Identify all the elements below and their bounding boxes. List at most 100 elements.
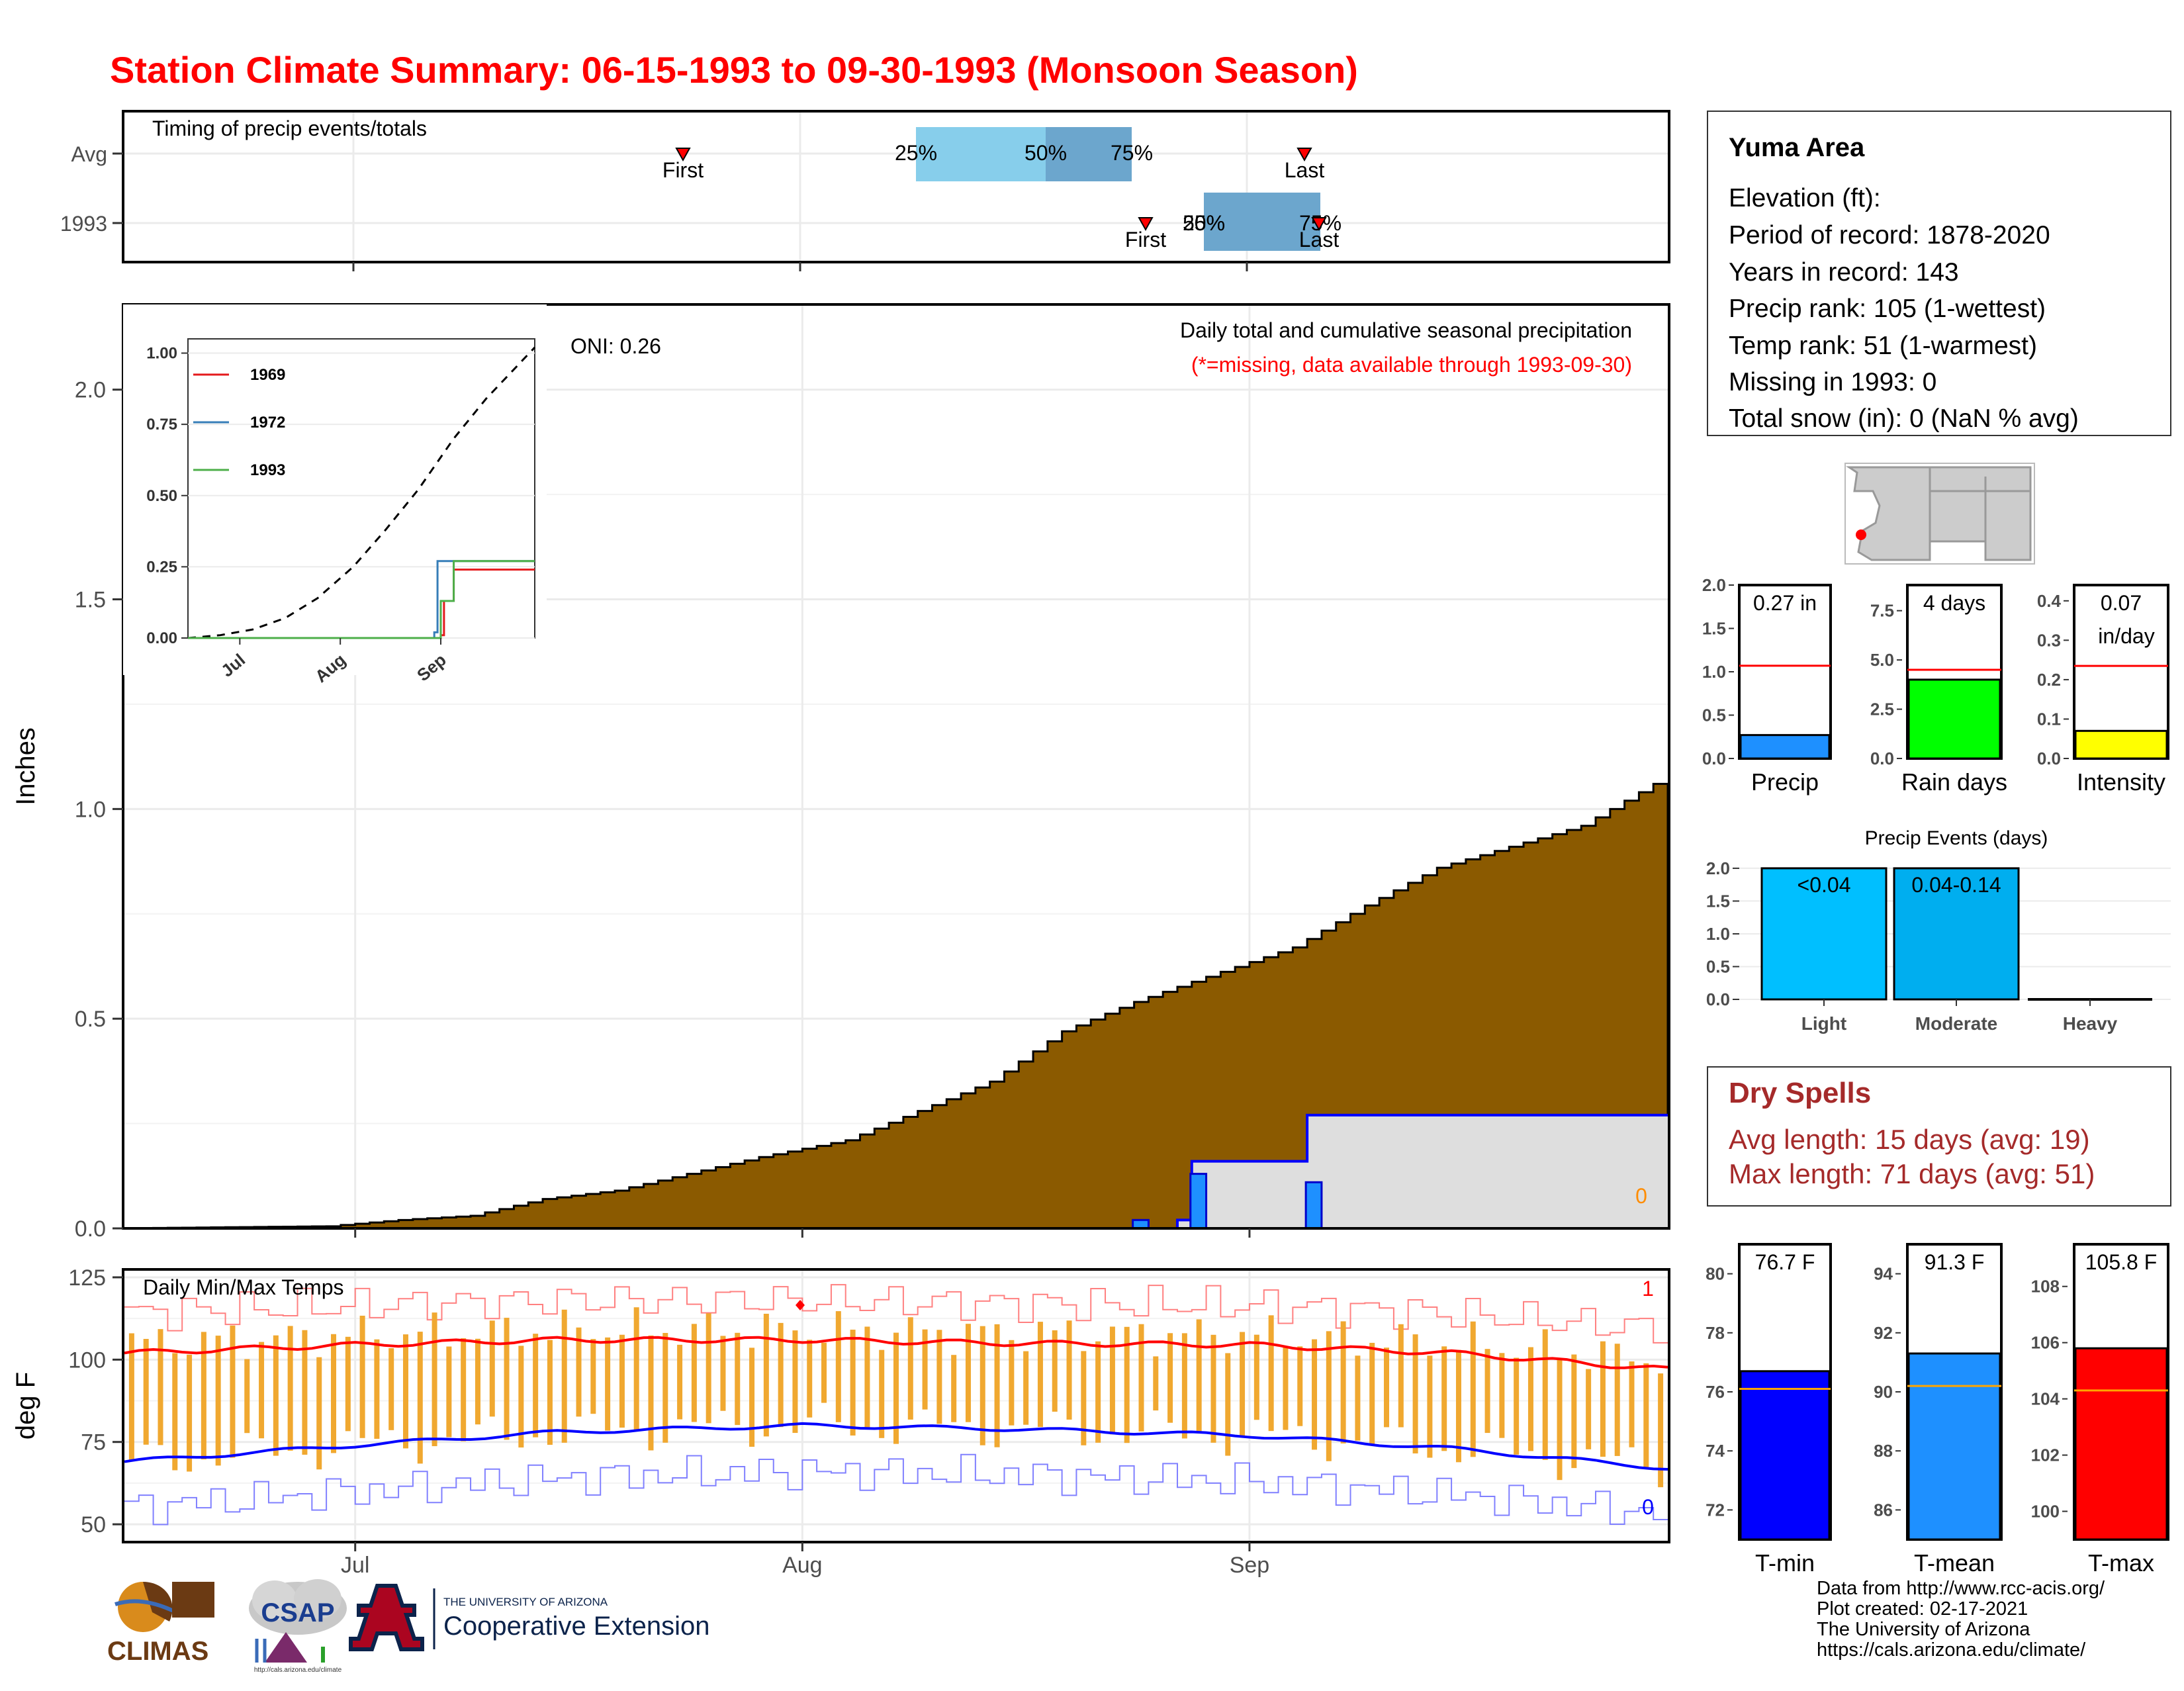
daily-temp-bar	[1052, 1330, 1058, 1412]
mini-bar-y-tick-label: 0.3	[2037, 630, 2061, 650]
page-title: Station Climate Summary: 06-15-1993 to 0…	[110, 49, 1358, 91]
daily-temp-bar	[1297, 1346, 1303, 1426]
daily-temp-bar	[648, 1335, 654, 1451]
mini-bar-value-label: 0.07	[2101, 591, 2142, 615]
daily-temp-bar	[1527, 1347, 1533, 1451]
events-bar-label: 0.04-0.14	[1911, 873, 2001, 897]
daily-temp-bar	[691, 1324, 697, 1422]
y1993-iqr-box	[1204, 193, 1320, 251]
temp-panel: Daily Min/Max Temps 1 0 deg F 50 75 100 125…	[11, 1265, 1670, 1578]
events-y-tick-label: 1.5	[1706, 891, 1730, 911]
university-of-arizona-logo[interactable]: THE UNIVERSITY OF ARIZONA Cooperative Ex…	[349, 1584, 709, 1651]
daily-temp-bar	[359, 1315, 365, 1438]
daily-temp-bar	[518, 1346, 524, 1448]
inset-y-tick-label: 1.00	[146, 345, 177, 363]
mini-bar-y-tick-label: 74	[1706, 1441, 1725, 1461]
mini-bar-fill	[1907, 1352, 2001, 1541]
daily-temp-bar	[1037, 1322, 1043, 1428]
daily-temp-bar	[922, 1329, 928, 1410]
events-x-tick-label: Light	[1801, 1013, 1846, 1034]
temp-y-tick-label: 75	[81, 1430, 106, 1455]
cumulative-1993-area	[124, 1115, 1668, 1228]
daily-temp-bar	[1441, 1346, 1447, 1451]
daily-temp-bar	[1109, 1326, 1115, 1435]
mini-bar-y-tick-label: 72	[1706, 1500, 1725, 1520]
mini-bar-y-tick-label: 0.1	[2037, 709, 2061, 729]
csap-logo[interactable]: CSAP http://cals.arizona.edu/climate	[249, 1579, 347, 1674]
daily-temp-bar	[662, 1332, 668, 1443]
mini-bar-y-tick-label: 76	[1706, 1382, 1725, 1402]
daily-temp-bar	[951, 1355, 957, 1422]
avg-max-line	[124, 1336, 1668, 1369]
temp-x-tick-label: Sep	[1230, 1553, 1270, 1578]
events-x-tick-label: Heavy	[2063, 1013, 2118, 1034]
daily-temp-bar	[1153, 1356, 1159, 1411]
mini-bar-y-tick-label: 2.0	[1702, 575, 1726, 595]
mini-bar-fill	[2074, 729, 2168, 760]
mini-bar-value-label: 4 days	[1923, 591, 1985, 615]
avg-first-marker	[675, 148, 691, 162]
events-y-tick-label: 0.5	[1706, 956, 1730, 976]
logo-area: CLIMAS CSAP http://cals.arizona.edu/clim…	[106, 1575, 768, 1674]
events-bar-label: <0.04	[1797, 873, 1851, 897]
daily-temp-bar	[432, 1312, 437, 1447]
inset-y-tick-label: 0.75	[146, 416, 177, 434]
y1993-first-label: First	[1125, 228, 1166, 251]
csap-logo-text: CSAP	[261, 1598, 334, 1627]
climas-logo[interactable]: CLIMAS	[107, 1582, 214, 1666]
legend-label-1993: 1993	[250, 461, 285, 479]
daily-temp-bar	[778, 1322, 784, 1428]
y1993-pct-25: 25%	[1183, 211, 1225, 235]
avg-last-label: Last	[1285, 158, 1325, 182]
avg-pct-50: 50%	[1024, 141, 1067, 165]
daily-temp-bar	[1514, 1357, 1520, 1455]
daily-temp-bar	[1240, 1332, 1246, 1436]
daily-temp-bar	[561, 1309, 567, 1443]
daily-temp-bar	[446, 1346, 452, 1438]
mini-bar-y-tick-label: 0.0	[2037, 749, 2061, 768]
daily-temp-bar	[230, 1325, 236, 1458]
daily-temp-bar	[316, 1357, 322, 1470]
daily-temp-bar	[1124, 1326, 1130, 1443]
mini-bar-y-tick-label: 0.0	[1870, 749, 1894, 768]
temp-y-tick-label: 50	[81, 1512, 106, 1537]
climas-logo-text: CLIMAS	[107, 1637, 208, 1666]
mini-bar-fill	[1739, 1370, 1831, 1541]
daily-temp-bar	[1384, 1348, 1390, 1428]
daily-temp-bar	[1643, 1363, 1649, 1469]
daily-temp-bar	[1340, 1321, 1346, 1443]
mini-bar-name: Intensity	[2077, 768, 2165, 796]
cumulative-avg-area	[123, 782, 1669, 1230]
info-line-temp-rank: Temp rank: 51 (1-warmest)	[1729, 332, 2037, 360]
daily-temp-bar	[201, 1332, 206, 1460]
daily-temp-bar	[835, 1311, 841, 1422]
mini-bar-y-tick-label: 92	[1874, 1323, 1893, 1343]
daily-temp-bar	[215, 1336, 221, 1466]
daily-temp-bar	[1499, 1353, 1505, 1438]
daily-temp-bar	[302, 1330, 308, 1455]
station-info-box: Yuma Area Elevation (ft): Period of reco…	[1707, 111, 2171, 436]
daily-temp-bar	[1210, 1334, 1216, 1443]
mini-bar-value-label: 105.8 F	[2085, 1250, 2158, 1274]
events-y-tick-label: 1.0	[1706, 924, 1730, 944]
daily-temp-bar	[287, 1326, 293, 1451]
avg-pct-25: 25%	[895, 141, 937, 165]
daily-temp-bar	[590, 1339, 596, 1414]
precip-y-tick-label: 1.5	[75, 588, 106, 613]
daily-temp-bar	[1369, 1342, 1375, 1445]
footer-plot-created: Plot created: 02-17-2021	[1817, 1598, 2028, 1620]
events-bar-moderate	[1893, 867, 2020, 1001]
daily-temp-bar	[850, 1330, 856, 1436]
daily-temp-bar	[1629, 1361, 1635, 1447]
daily-temp-bar	[1268, 1315, 1274, 1432]
daily-temp-bar	[1470, 1321, 1476, 1457]
legend-label-1969: 1969	[250, 366, 285, 384]
y1993-first-marker	[1138, 217, 1154, 232]
daily-temp-bar	[1009, 1340, 1015, 1426]
info-line-snow: Total snow (in): 0 (NaN % avg)	[1729, 404, 2079, 433]
mini-bar-y-tick-label: 5.0	[1870, 650, 1894, 670]
daily-temp-bar	[633, 1307, 639, 1431]
temp-min-count: 0	[1642, 1495, 1654, 1519]
daily-temp-bar	[1600, 1341, 1606, 1457]
avg-min-line	[124, 1422, 1668, 1471]
